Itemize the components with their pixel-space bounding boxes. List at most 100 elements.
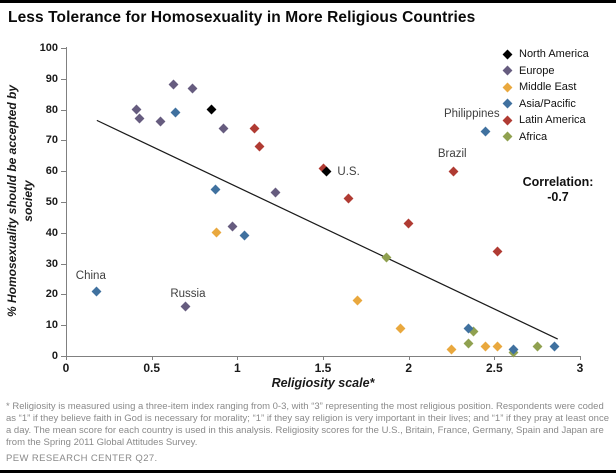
north-america-swatch-icon xyxy=(502,49,513,60)
x-tick-mark xyxy=(237,356,239,360)
point-label-russia: Russia xyxy=(170,287,206,300)
y-axis-title-line2: society xyxy=(21,180,35,222)
data-point-europe[interactable] xyxy=(187,83,198,93)
data-point-north-america[interactable] xyxy=(206,104,217,115)
data-point-europe[interactable] xyxy=(168,80,179,90)
data-point-latin-america[interactable] xyxy=(343,193,354,204)
legend-label: Africa xyxy=(519,130,548,143)
data-point-latin-america[interactable] xyxy=(403,218,414,229)
data-point-latin-america[interactable] xyxy=(249,123,260,134)
point-label-philippines: Philippines xyxy=(443,108,500,121)
data-point-asia-pacific[interactable] xyxy=(91,286,102,297)
data-point-europe[interactable] xyxy=(155,116,166,127)
latin-america-swatch-icon xyxy=(502,115,513,126)
y-tick-mark xyxy=(61,232,66,234)
data-point-europe[interactable] xyxy=(270,187,280,198)
legend-item-europe[interactable]: Europe xyxy=(502,63,589,80)
legend-label: Europe xyxy=(519,64,555,77)
data-point-latin-america[interactable] xyxy=(492,246,503,257)
data-point-middle-east[interactable] xyxy=(480,341,491,352)
data-point-europe[interactable] xyxy=(227,221,238,232)
x-tick-mark xyxy=(151,356,153,360)
data-point-africa[interactable] xyxy=(532,341,543,352)
legend-label: North America xyxy=(519,48,589,61)
y-tick-mark xyxy=(61,78,66,80)
y-tick-mark xyxy=(61,325,66,327)
data-point-europe[interactable] xyxy=(180,301,191,312)
point-label-u-s-: U.S. xyxy=(337,166,360,179)
x-tick-label: 1.5 xyxy=(314,361,332,375)
data-point-asia-pacific[interactable] xyxy=(239,230,250,241)
x-tick-label: 2 xyxy=(405,361,412,375)
data-point-asia-pacific[interactable] xyxy=(549,341,560,352)
data-point-middle-east[interactable] xyxy=(395,323,406,334)
footnote-text: * Religiosity is measured using a three-… xyxy=(6,401,609,448)
top-divider xyxy=(0,0,616,3)
legend-item-latin-america[interactable]: Latin America xyxy=(502,112,589,129)
y-tick-label: 50 xyxy=(45,196,58,208)
point-label-brazil: Brazil xyxy=(437,148,467,161)
data-point-europe[interactable] xyxy=(218,123,229,134)
legend-item-africa[interactable]: Africa xyxy=(502,129,589,146)
y-axis-title-line1: % Homosexuality should be accepted by xyxy=(5,84,19,318)
data-point-middle-east[interactable] xyxy=(446,344,457,355)
legend-item-north-america[interactable]: North America xyxy=(502,46,589,63)
data-point-asia-pacific[interactable] xyxy=(210,184,220,195)
data-point-latin-america[interactable] xyxy=(254,141,265,152)
x-tick-label: 3 xyxy=(576,361,584,375)
y-tick-label: 70 xyxy=(45,134,58,147)
data-point-asia-pacific[interactable] xyxy=(170,107,181,118)
y-tick-label: 40 xyxy=(45,226,58,239)
africa-swatch-icon xyxy=(502,131,513,142)
y-tick-mark xyxy=(61,109,66,111)
legend-item-asia-pacific[interactable]: Asia/Pacific xyxy=(502,96,589,113)
middle-east-swatch-icon xyxy=(502,82,513,93)
source-text: PEW RESEARCH CENTER Q27. xyxy=(6,453,158,464)
y-tick-label: 20 xyxy=(45,288,58,301)
x-axis-title: Religiosity scale* xyxy=(271,376,375,390)
x-tick-label: 0.5 xyxy=(143,361,160,375)
legend-label: Latin America xyxy=(519,114,586,127)
data-point-middle-east[interactable] xyxy=(492,341,503,352)
x-tick-label: 1 xyxy=(233,361,241,375)
y-tick-label: 60 xyxy=(45,165,58,178)
y-tick-mark xyxy=(61,48,66,49)
page-title: Less Tolerance for Homosexuality in More… xyxy=(8,9,476,26)
legend-label: Middle East xyxy=(519,81,577,94)
y-tick-mark xyxy=(61,263,66,265)
correlation-annotation: Correlation: -0.7 xyxy=(500,175,616,205)
data-point-middle-east[interactable] xyxy=(352,295,363,306)
correlation-value: -0.7 xyxy=(547,190,569,204)
y-axis-title: % Homosexuality should be accepted by so… xyxy=(4,46,40,356)
x-tick-mark xyxy=(580,356,581,360)
y-tick-label: 0 xyxy=(51,350,58,362)
legend-label: Asia/Pacific xyxy=(519,97,576,110)
point-label-china: China xyxy=(75,270,106,283)
data-point-latin-america[interactable] xyxy=(448,166,459,177)
y-tick-label: 30 xyxy=(45,257,58,270)
data-point-europe[interactable] xyxy=(134,113,145,124)
y-tick-label: 90 xyxy=(45,72,58,85)
y-tick-mark xyxy=(61,140,66,142)
x-tick-mark xyxy=(66,356,67,360)
x-tick-mark xyxy=(408,356,410,360)
y-tick-label: 80 xyxy=(45,103,58,116)
data-point-middle-east[interactable] xyxy=(211,227,222,238)
y-tick-mark xyxy=(61,294,66,296)
correlation-label: Correlation: xyxy=(522,175,594,189)
legend-item-middle-east[interactable]: Middle East xyxy=(502,79,589,96)
x-tick-mark xyxy=(323,356,324,360)
data-point-asia-pacific[interactable] xyxy=(480,126,491,137)
x-tick-label: 0 xyxy=(62,361,70,375)
data-point-africa[interactable] xyxy=(463,338,474,349)
y-tick-mark xyxy=(61,171,66,173)
bottom-divider xyxy=(0,470,616,473)
y-tick-mark xyxy=(61,356,66,357)
data-point-africa[interactable] xyxy=(381,252,392,263)
y-axis-line xyxy=(66,47,67,357)
y-tick-mark xyxy=(61,202,66,203)
y-tick-label: 100 xyxy=(39,42,58,54)
x-tick-label: 2.5 xyxy=(485,361,503,375)
